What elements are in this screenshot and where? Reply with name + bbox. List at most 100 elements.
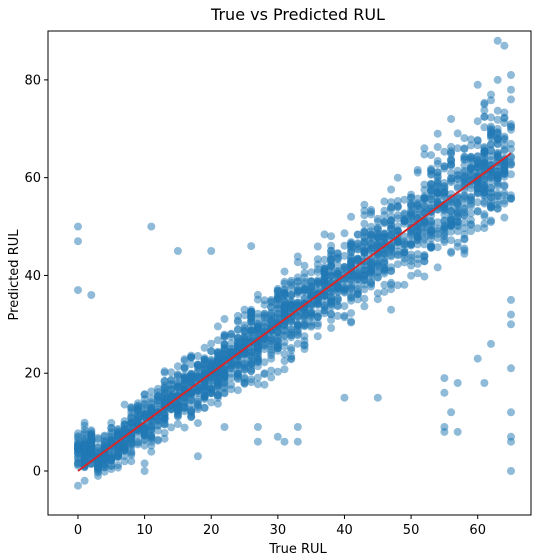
scatter-point — [500, 134, 509, 143]
scatter-point — [440, 147, 449, 156]
scatter-point — [187, 411, 196, 420]
scatter-point — [440, 374, 449, 383]
scatter-point — [320, 268, 329, 277]
scatter-point — [333, 311, 342, 320]
scatter-point — [320, 255, 329, 264]
scatter-point — [280, 279, 289, 288]
scatter-point — [267, 366, 276, 375]
scatter-point — [193, 368, 202, 377]
scatter-point — [173, 362, 182, 371]
scatter-point — [407, 250, 416, 259]
scatter-point — [460, 218, 469, 227]
scatter-point — [187, 353, 196, 362]
scatter-point — [140, 459, 149, 468]
scatter-point — [467, 135, 475, 144]
scatter-point — [500, 41, 509, 50]
scatter-point — [493, 153, 502, 162]
scatter-point — [353, 280, 362, 289]
scatter-point — [153, 435, 162, 444]
scatter-point — [420, 195, 429, 203]
scatter-point — [453, 129, 462, 138]
scatter-point — [293, 423, 302, 431]
scatter-point — [180, 371, 189, 380]
scatter-point — [193, 452, 202, 461]
scatter-point — [213, 336, 222, 345]
scatter-point — [193, 361, 202, 370]
scatter-point — [473, 198, 482, 207]
scatter-point — [473, 184, 482, 193]
scatter-point — [347, 248, 356, 257]
scatter-point — [420, 144, 429, 153]
scatter-point — [373, 289, 382, 298]
scatter-point — [327, 262, 336, 271]
scatter-point — [467, 184, 475, 193]
scatter-point — [327, 255, 336, 264]
scatter-point — [347, 212, 356, 221]
scatter-point — [260, 319, 269, 328]
scatter-point — [473, 207, 482, 216]
scatter-point — [333, 249, 342, 258]
scatter-point — [360, 228, 369, 237]
scatter-point — [500, 114, 509, 123]
scatter-point — [253, 380, 262, 389]
scatter-point — [447, 220, 456, 229]
scatter-point — [273, 432, 282, 441]
scatter-point — [493, 128, 502, 137]
scatter-point — [400, 280, 409, 289]
scatter-point — [247, 307, 256, 316]
scatter-point — [507, 437, 515, 446]
scatter-point — [460, 211, 469, 220]
scatter-point — [420, 180, 429, 189]
scatter-point — [74, 222, 82, 231]
scatter-point — [360, 238, 369, 247]
scatter-point — [480, 150, 489, 159]
scatter-point — [240, 332, 249, 341]
scatter-point — [153, 393, 162, 402]
scatter-point — [480, 379, 489, 387]
scatter-point — [140, 399, 149, 408]
scatter-point — [247, 367, 256, 375]
scatter-point — [353, 239, 362, 248]
scatter-point — [400, 217, 409, 226]
scatter-point — [507, 85, 515, 94]
scatter-point — [467, 152, 475, 161]
scatter-point — [427, 231, 436, 240]
scatter-point — [393, 251, 402, 260]
scatter-point — [507, 139, 515, 148]
scatter-point — [253, 295, 262, 304]
scatter-point — [353, 268, 362, 277]
scatter-point — [453, 170, 462, 179]
scatter-point — [373, 223, 382, 232]
scatter-point — [367, 246, 376, 255]
scatter-point — [493, 182, 502, 190]
scatter-point — [433, 129, 442, 138]
y-tick-label: 40 — [24, 269, 41, 284]
scatter-point — [480, 192, 489, 201]
scatter-point — [293, 277, 302, 286]
scatter-point — [333, 283, 342, 292]
x-axis-label: True RUL — [268, 542, 327, 557]
scatter-point — [413, 210, 422, 219]
scatter-point — [500, 169, 509, 178]
scatter-point — [453, 200, 462, 209]
scatter-point — [180, 396, 189, 405]
scatter-point — [373, 257, 382, 266]
scatter-point — [467, 172, 475, 181]
scatter-point — [107, 462, 116, 471]
scatter-point — [307, 277, 316, 286]
scatter-point — [500, 213, 509, 222]
scatter-point — [307, 268, 316, 277]
scatter-point — [173, 247, 182, 255]
scatter-point — [460, 246, 469, 255]
scatter-point — [260, 300, 269, 309]
scatter-point — [440, 427, 449, 436]
scatter-point — [493, 75, 502, 84]
scatter-point — [280, 437, 289, 446]
scatter-point — [253, 358, 262, 367]
x-tick-label: 60 — [469, 523, 486, 538]
scatter-point — [240, 311, 249, 320]
scatter-point — [114, 452, 122, 461]
scatter-point — [133, 417, 142, 426]
scatter-point — [133, 431, 142, 439]
scatter-point — [147, 432, 156, 441]
